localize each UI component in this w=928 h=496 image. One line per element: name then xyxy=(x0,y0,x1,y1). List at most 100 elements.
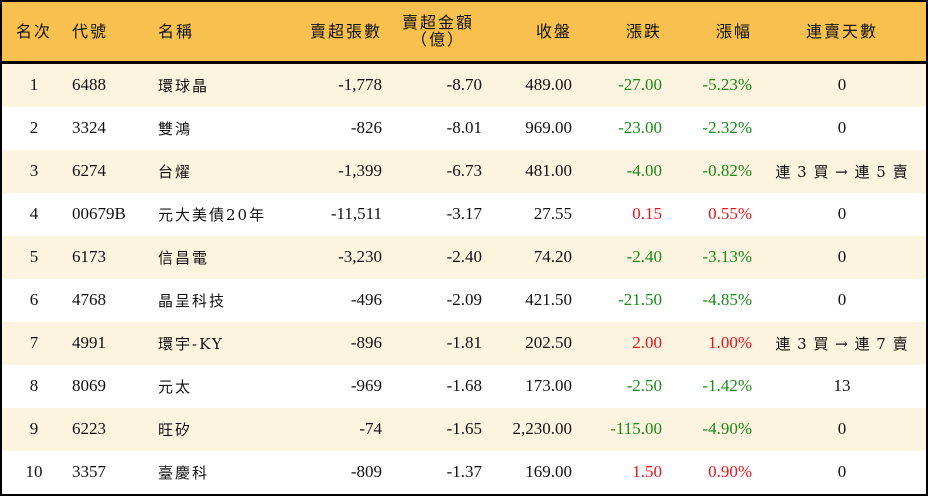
net-sell-amount-cell: -1.68 xyxy=(446,376,482,395)
close-cell: 202.50 xyxy=(525,333,572,352)
table-row: 9 6223 旺矽 -74 -1.65 2,230.00 -115.00 -4.90% 0 xyxy=(2,407,926,451)
name-cell: 台燿 xyxy=(158,162,193,181)
rank-cell: 3 xyxy=(29,161,39,180)
close-cell: 489.00 xyxy=(525,75,572,94)
change-pct-cell: -4.90% xyxy=(702,419,752,438)
close-cell: 481.00 xyxy=(525,161,572,180)
header-close: 收盤 xyxy=(535,21,572,41)
table-row: 4 00679B 元大美債20年 -11,511 -3.17 27.55 0.15 0.55%… xyxy=(2,192,926,236)
header-net-sell-amount-line1: 賣超金額 xyxy=(401,13,474,33)
net-sell-lots-cell: -826 xyxy=(350,118,382,137)
close-cell: 173.00 xyxy=(525,376,572,395)
net-sell-amount-cell: -3.17 xyxy=(446,204,482,223)
name-cell: 元太 xyxy=(158,377,193,396)
rank-cell: 6 xyxy=(29,290,39,309)
header-change: 漲跌 xyxy=(625,21,662,41)
header-net-sell-lots: 賣超張數 xyxy=(309,21,382,41)
name-cell: 旺矽 xyxy=(158,420,193,439)
table-row: 7 4991 環宇-KY -896 -1.81 202.50 2.00 1.00% 連 3 買 … xyxy=(2,321,926,365)
table-row: 3 6274 台燿 -1,399 -6.73 481.00 -4.00 -0.82% 連 3 買… xyxy=(2,149,926,193)
rank-cell: 2 xyxy=(29,118,39,137)
streak-cell: 13 xyxy=(833,376,851,395)
close-cell: 2,230.00 xyxy=(512,419,573,438)
change-pct-cell: -1.42% xyxy=(702,376,752,395)
header-code: 代號 xyxy=(72,21,109,41)
code-cell: 3357 xyxy=(72,462,106,481)
net-sell-amount-cell: -1.81 xyxy=(446,333,482,352)
change-cell: -2.50 xyxy=(626,376,662,395)
code-cell: 4991 xyxy=(72,333,106,352)
table-body: 1 6488 環球晶 -1,778 -8.70 489.00 -27.00 -5.23% 0 2 3… xyxy=(2,62,926,494)
name-cell: 晶呈科技 xyxy=(158,291,227,310)
code-cell: 6488 xyxy=(72,75,106,94)
streak-cell: 0 xyxy=(837,247,847,266)
net-sell-amount-cell: -6.73 xyxy=(446,161,482,180)
change-cell: -21.50 xyxy=(618,290,662,309)
close-cell: 421.50 xyxy=(525,290,572,309)
table-row: 6 4768 晶呈科技 -496 -2.09 421.50 -21.50 -4.85% 0 xyxy=(2,278,926,322)
close-cell: 969.00 xyxy=(525,118,572,137)
header-streak: 連賣天數 xyxy=(805,21,878,41)
change-cell: 0.15 xyxy=(632,204,662,223)
name-cell: 雙鴻 xyxy=(158,119,193,138)
net-sell-lots-cell: -809 xyxy=(350,462,382,481)
header-rank: 名次 xyxy=(15,21,52,41)
name-cell: 環球晶 xyxy=(158,76,210,95)
close-cell: 27.55 xyxy=(533,204,572,223)
rank-cell: 7 xyxy=(29,333,39,352)
net-sell-lots-cell: -896 xyxy=(350,333,382,352)
table-row: 1 6488 環球晶 -1,778 -8.70 489.00 -27.00 -5.23% 0 xyxy=(2,62,926,107)
change-cell: -23.00 xyxy=(618,118,662,137)
code-cell: 3324 xyxy=(72,118,106,137)
change-cell: -115.00 xyxy=(610,419,662,438)
change-cell: -27.00 xyxy=(618,75,662,94)
code-cell: 00679B xyxy=(72,204,126,223)
code-cell: 4768 xyxy=(72,290,106,309)
streak-cell: 0 xyxy=(837,118,847,137)
table-row: 2 3324 雙鴻 -826 -8.01 969.00 -23.00 -2.32% 0 xyxy=(2,106,926,150)
close-cell: 74.20 xyxy=(533,247,572,266)
net-sell-amount-cell: -1.65 xyxy=(446,419,482,438)
net-sell-lots-cell: -496 xyxy=(350,290,382,309)
net-sell-lots-cell: -11,511 xyxy=(330,204,382,223)
name-cell: 元大美債20年 xyxy=(158,205,267,224)
streak-cell: 連 3 買 → 連 5 賣 xyxy=(775,162,909,181)
table-header-row: 名次 代號 名稱 賣超張數 賣超金額 （億） 收盤 漲跌 漲幅 連賣天數 xyxy=(2,2,926,62)
change-cell: 2.00 xyxy=(632,333,662,352)
net-sell-amount-cell: -2.09 xyxy=(446,290,482,309)
rank-cell: 4 xyxy=(29,204,39,223)
rank-cell: 9 xyxy=(29,419,39,438)
change-pct-cell: 0.55% xyxy=(708,204,752,223)
streak-cell: 0 xyxy=(837,204,847,223)
table-row: 5 6173 信昌電 -3,230 -2.40 74.20 -2.40 -3.13% 0 xyxy=(2,235,926,279)
net-sell-lots-cell: -74 xyxy=(359,419,382,438)
name-cell: 信昌電 xyxy=(158,248,210,267)
code-cell: 6274 xyxy=(72,161,106,180)
change-pct-cell: -5.23% xyxy=(702,75,752,94)
change-pct-cell: 1.00% xyxy=(708,333,752,352)
change-cell: -4.00 xyxy=(626,161,662,180)
header-net-sell-amount-line2: （億） xyxy=(410,30,465,50)
rank-cell: 10 xyxy=(25,462,43,481)
change-pct-cell: -0.82% xyxy=(702,161,752,180)
streak-cell: 0 xyxy=(837,462,847,481)
header-net-sell-amount: 賣超金額 （億） xyxy=(388,2,488,62)
net-sell-lots-cell: -969 xyxy=(350,376,382,395)
change-pct-cell: -2.32% xyxy=(702,118,752,137)
net-sell-amount-cell: -8.01 xyxy=(446,118,482,137)
streak-cell: 連 3 買 → 連 7 賣 xyxy=(775,334,909,353)
net-sell-amount-cell: -2.40 xyxy=(446,247,482,266)
rank-cell: 5 xyxy=(29,247,39,266)
change-pct-cell: -4.85% xyxy=(702,290,752,309)
name-cell: 臺慶科 xyxy=(158,463,210,482)
change-cell: 1.50 xyxy=(632,462,662,481)
code-cell: 6223 xyxy=(72,419,106,438)
header-name: 名稱 xyxy=(158,21,195,41)
name-cell: 環宇-KY xyxy=(158,334,224,353)
net-sell-lots-cell: -3,230 xyxy=(338,247,382,266)
code-cell: 6173 xyxy=(72,247,106,266)
rank-cell: 1 xyxy=(29,75,39,94)
header-change-pct: 漲幅 xyxy=(715,21,752,41)
